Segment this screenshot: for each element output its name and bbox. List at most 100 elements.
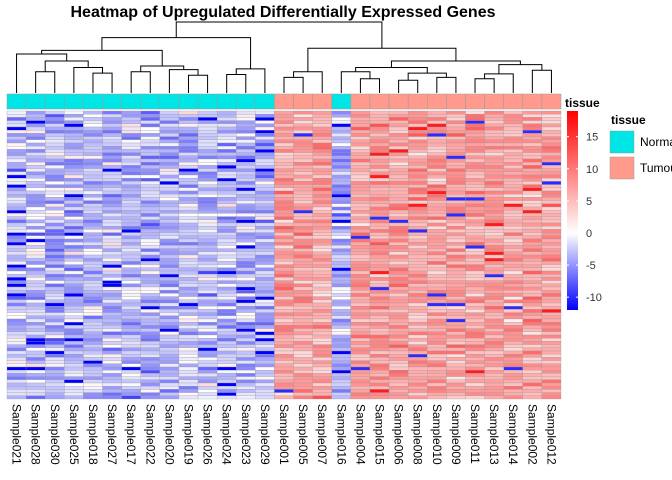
heatmap-cell: [274, 286, 294, 291]
heatmap-cell: [522, 155, 543, 160]
heatmap-cell: [25, 270, 46, 275]
heatmap-cell: [369, 120, 390, 124]
heatmap-cell: [216, 264, 237, 268]
heatmap-cell: [140, 162, 160, 166]
heatmap-cell: [503, 229, 523, 233]
heatmap-cell: [331, 155, 352, 160]
heatmap-cell: [522, 344, 543, 348]
heatmap-cell: [350, 245, 371, 249]
heatmap-cell: [197, 350, 218, 355]
heatmap-cell: [465, 242, 485, 246]
heatmap-cell: [446, 322, 466, 326]
heatmap-cell: [255, 152, 275, 156]
heatmap-cell: [408, 277, 428, 281]
heatmap-cell: [503, 114, 523, 118]
heatmap-cell: [274, 190, 294, 195]
heatmap-cell: [64, 331, 84, 336]
heatmap-cell: [503, 216, 523, 220]
heatmap-cell: [159, 229, 180, 233]
heatmap-cell: [216, 194, 237, 198]
heatmap-cell: [465, 267, 485, 272]
heatmap-cell: [312, 229, 332, 233]
sample-label: Sample030: [48, 404, 62, 465]
heatmap-cell: [121, 322, 141, 326]
heatmap-cell: [408, 283, 428, 288]
heatmap-cell: [83, 363, 103, 368]
heatmap-cell: [178, 210, 199, 214]
heatmap-cell: [6, 142, 27, 147]
heatmap-cell: [350, 190, 371, 195]
heatmap-cell: [197, 168, 218, 172]
heatmap-cell: [293, 286, 313, 291]
heatmap-cell: [64, 203, 84, 208]
heatmap-cell: [484, 357, 504, 361]
heatmap-cell: [178, 117, 199, 121]
heatmap-cell: [369, 238, 390, 243]
annotation-cell: [369, 93, 390, 110]
heatmap-cell: [64, 235, 84, 240]
heatmap-cell: [465, 114, 485, 118]
heatmap-cell: [25, 290, 46, 294]
heatmap-cell: [293, 162, 313, 166]
heatmap-cell: [121, 395, 141, 400]
heatmap-cell: [293, 334, 313, 339]
heatmap-cell: [522, 152, 543, 156]
heatmap-cell: [274, 395, 294, 400]
heatmap-cell: [121, 357, 141, 361]
heatmap-cell: [484, 245, 504, 249]
heatmap-cell: [408, 149, 428, 153]
heatmap-cell: [64, 376, 84, 380]
heatmap-cell: [216, 206, 237, 211]
heatmap-cell: [236, 395, 256, 400]
heatmap-cell: [427, 293, 447, 297]
heatmap-cell: [312, 286, 332, 291]
heatmap-cell: [6, 165, 27, 169]
heatmap-cell: [159, 261, 180, 265]
heatmap-cell: [236, 389, 256, 393]
heatmap-cell: [6, 235, 27, 240]
heatmap-cell: [408, 158, 428, 163]
heatmap-cell: [64, 370, 84, 374]
heatmap-cell: [178, 325, 199, 329]
heatmap-cell: [350, 286, 371, 291]
heatmap-cell: [503, 318, 523, 323]
heatmap-cell: [236, 171, 256, 176]
heatmap-cell: [45, 360, 65, 364]
heatmap-cell: [159, 158, 180, 163]
heatmap-cell: [312, 274, 332, 278]
heatmap-cell: [369, 187, 390, 192]
heatmap-cell: [369, 325, 390, 329]
heatmap-cell: [465, 174, 485, 179]
heatmap-cell: [6, 213, 27, 217]
heatmap-cell: [522, 376, 543, 380]
heatmap-cell: [369, 344, 390, 348]
heatmap-cell: [446, 334, 466, 339]
heatmap-cell: [350, 200, 371, 204]
heatmap-cell: [446, 299, 466, 304]
heatmap-cell: [522, 248, 543, 252]
heatmap-cell: [312, 187, 332, 192]
heatmap-cell: [408, 181, 428, 185]
heatmap-cell: [465, 171, 485, 176]
heatmap-cell: [178, 389, 199, 393]
heatmap-cell: [408, 133, 428, 137]
heatmap-cell: [197, 341, 218, 345]
heatmap-cell: [25, 123, 46, 128]
heatmap-cell: [255, 194, 275, 198]
heatmap-cell: [236, 290, 256, 294]
heatmap-cell: [159, 283, 180, 288]
heatmap-cell: [503, 341, 523, 345]
heatmap-cell: [83, 322, 103, 326]
heatmap-cell: [369, 190, 390, 195]
heatmap-cell: [312, 315, 332, 320]
heatmap-cell: [331, 165, 352, 169]
heatmap-cell: [178, 114, 199, 118]
heatmap-cell: [312, 210, 332, 214]
heatmap-cell: [331, 370, 352, 374]
heatmap-cell: [503, 302, 523, 307]
heatmap-cell: [45, 123, 65, 128]
heatmap-cell: [83, 302, 103, 307]
heatmap-cell: [522, 165, 543, 169]
heatmap-cell: [45, 270, 65, 275]
heatmap-cell: [484, 299, 504, 304]
